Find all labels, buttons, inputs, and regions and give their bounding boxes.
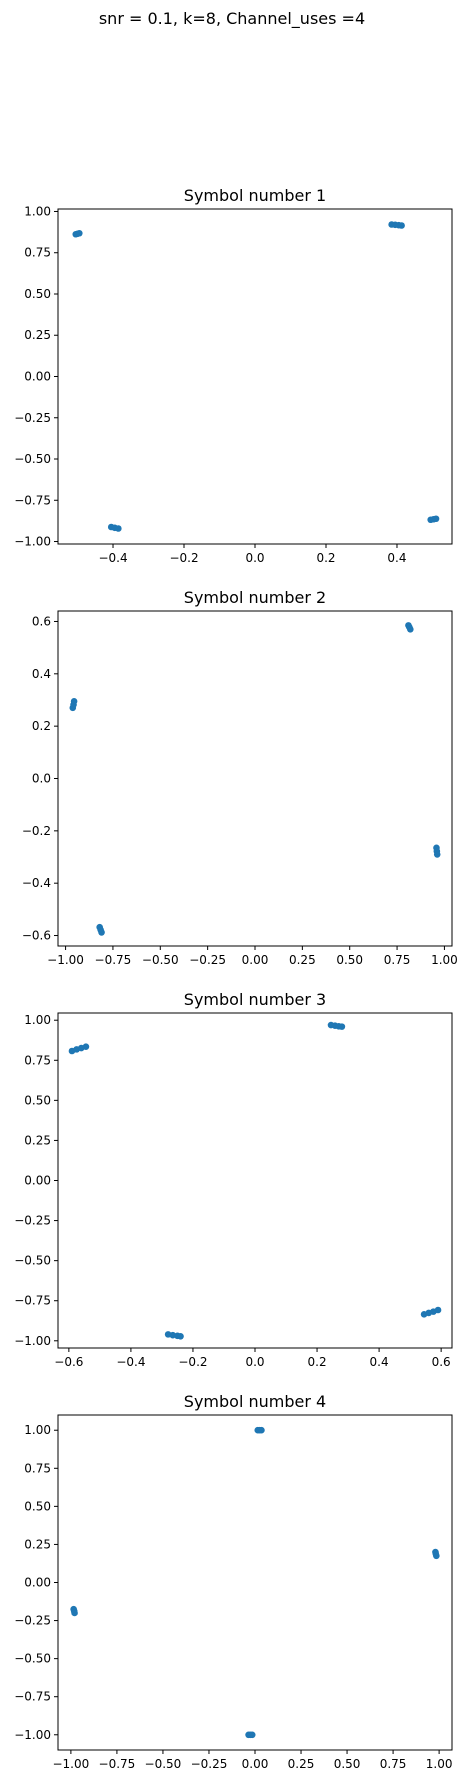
subplot-3-point: [82, 1043, 90, 1050]
subplot-2-xtick-label: 1.00: [431, 953, 458, 967]
subplot-3-xtick-label: −0.4: [116, 1355, 145, 1369]
subplot-2-title: Symbol number 2: [184, 588, 326, 607]
subplot-1-ytick-label: 0.25: [24, 328, 51, 342]
figure-suptitle: snr = 0.1, k=8, Channel_uses =4: [99, 9, 365, 29]
subplot-4-ytick-label: 0.75: [24, 1461, 51, 1475]
subplot-2-ytick-label: −0.2: [22, 824, 51, 838]
subplot-2-ytick-label: 0.2: [32, 719, 51, 733]
subplot-4-ytick-label: −0.50: [14, 1652, 51, 1666]
subplot-2-xtick-label: 0.00: [242, 953, 269, 967]
subplot-4-point: [248, 1731, 256, 1739]
subplot-2-ytick-label: −0.4: [22, 876, 51, 890]
subplot-4-xtick-label: 0.00: [242, 1757, 269, 1771]
subplot-4-ytick-label: 0.25: [24, 1537, 51, 1551]
subplot-1-point: [432, 515, 440, 523]
subplot-3-ytick-label: −0.75: [14, 1294, 51, 1308]
subplot-3-ytick-label: 1.00: [24, 1013, 51, 1027]
subplot-4-xtick-label: −0.75: [99, 1757, 136, 1771]
subplot-3-point: [338, 1023, 346, 1030]
subplot-4-ytick-label: 0.50: [24, 1499, 51, 1513]
subplot-1-ytick-label: 0.50: [24, 287, 51, 301]
subplot-3-ytick-label: −1.00: [14, 1334, 51, 1348]
subplot-3-point: [177, 1332, 184, 1340]
subplot-1-xtick-label: −0.2: [169, 551, 198, 565]
subplot-2-ytick-label: 0.6: [32, 614, 51, 628]
subplot-3-ytick-label: 0.75: [24, 1053, 51, 1067]
subplot-4-ytick-label: −0.75: [14, 1690, 51, 1704]
subplot-3-title: Symbol number 3: [184, 990, 326, 1009]
subplot-2-point: [98, 929, 105, 936]
subplot-2: Symbol number 2 −1.00 −0.75 −0.50 −0.25 0.00 0…: [22, 588, 458, 967]
subplot-3-axes-frame: [57, 1012, 453, 1349]
subplot-1-ytick-label: −0.25: [14, 411, 51, 425]
subplot-2-point: [70, 697, 78, 705]
subplot-2-ytick-label: −0.6: [22, 929, 51, 943]
subplot-4-ytick-label: 0.00: [24, 1576, 51, 1590]
subplot-2-xtick-label: 0.25: [289, 953, 316, 967]
subplot-3: Symbol number 3 −0.6 −0.4 −0.2 0.0 0.2 0.4 0.6 −…: [14, 990, 453, 1369]
subplot-1-point: [398, 222, 405, 229]
subplot-3-ytick-label: −0.25: [14, 1214, 51, 1228]
subplot-3-ytick-label: 0.00: [24, 1174, 51, 1188]
subplot-3-xtick-label: 0.4: [370, 1355, 389, 1369]
subplot-3-xtick-label: −0.2: [178, 1355, 207, 1369]
subplot-1-xtick-label: 0.2: [316, 551, 335, 565]
subplot-4-ytick-label: −0.25: [14, 1614, 51, 1628]
subplot-4-xtick-label: 0.75: [380, 1757, 407, 1771]
subplot-4-xtick-label: −1.00: [52, 1757, 89, 1771]
subplot-1-point: [115, 525, 122, 532]
subplot-2-point: [433, 851, 441, 858]
subplot-1-xtick-label: 0.4: [387, 551, 406, 565]
subplot-2-xtick-label: −0.75: [95, 953, 132, 967]
subplot-1-ytick-label: −1.00: [14, 535, 51, 549]
subplot-4-point: [71, 1609, 78, 1617]
subplot-1: Symbol number 1 −0.4 −0.2 0.0 0.2 0.4 −1.00 −0.…: [14, 186, 453, 565]
subplot-4-xtick-label: 0.25: [288, 1757, 315, 1771]
subplot-2-xtick-label: −1.00: [47, 953, 84, 967]
subplot-4-point: [433, 1552, 440, 1560]
subplot-2-axes-frame: [57, 610, 453, 947]
subplot-1-axes-frame: [57, 208, 453, 545]
subplot-1-title: Symbol number 1: [184, 186, 326, 205]
subplot-1-ytick-label: −0.50: [14, 452, 51, 466]
subplot-1-ytick-label: −0.75: [14, 493, 51, 507]
subplot-1-xtick-label: 0.0: [245, 551, 264, 565]
subplot-4-xtick-label: 0.50: [334, 1757, 361, 1771]
subplot-4-xtick-label: −0.50: [145, 1757, 182, 1771]
subplot-1-ytick-label: 0.75: [24, 246, 51, 260]
subplot-3-ytick-label: 0.50: [24, 1093, 51, 1107]
subplot-3-xtick-label: 0.2: [308, 1355, 327, 1369]
subplot-4-axes-frame: [57, 1414, 453, 1751]
subplot-4-xtick-label: −0.25: [191, 1757, 228, 1771]
subplot-4-point: [258, 1426, 265, 1434]
subplot-3-ytick-label: 0.25: [24, 1133, 51, 1147]
subplot-2-ytick-label: 0.4: [32, 667, 51, 681]
subplot-1-xtick-label: −0.4: [98, 551, 127, 565]
subplot-4-xtick-label: 1.00: [426, 1757, 453, 1771]
subplot-3-xtick-label: 0.6: [432, 1355, 451, 1369]
subplot-4-ytick-label: −1.00: [14, 1728, 51, 1742]
subplot-3-xtick-label: −0.6: [54, 1355, 83, 1369]
subplot-4: Symbol number 4 −1.00 −0.75 −0.50 −0.25 0.00 0…: [14, 1392, 453, 1771]
subplot-1-ytick-label: 1.00: [24, 204, 51, 218]
subplot-2-xtick-label: −0.50: [142, 953, 179, 967]
subplot-2-ytick-label: 0.0: [32, 772, 51, 786]
subplot-3-point: [434, 1306, 442, 1314]
subplot-1-point: [75, 229, 83, 237]
subplot-2-xtick-label: 0.75: [384, 953, 411, 967]
subplot-3-xtick-label: 0.0: [245, 1355, 264, 1369]
subplot-1-ytick-label: 0.00: [24, 370, 51, 384]
subplot-3-ytick-label: −0.50: [14, 1254, 51, 1268]
subplot-4-title: Symbol number 4: [184, 1392, 326, 1411]
subplot-2-xtick-label: 0.50: [336, 953, 363, 967]
subplot-2-point: [407, 626, 414, 633]
subplot-2-xtick-label: −0.25: [189, 953, 226, 967]
subplot-4-ytick-label: 1.00: [24, 1423, 51, 1437]
